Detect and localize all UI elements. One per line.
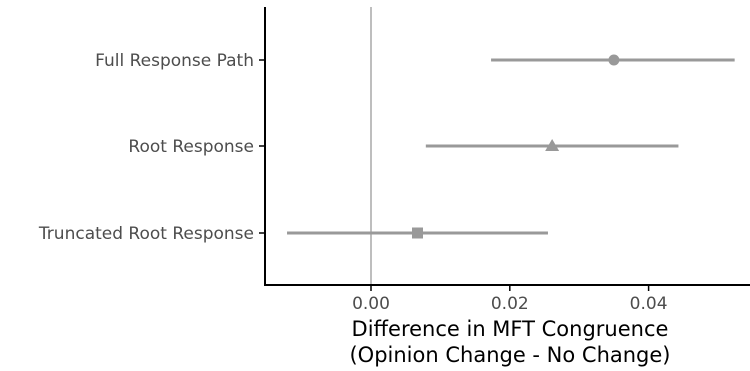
x-axis-title-line-1: Difference in MFT Congruence: [352, 317, 669, 341]
y-tick-label-root-response: Root Response: [128, 137, 254, 157]
y-tick-label-full-response-path: Full Response Path: [95, 51, 254, 71]
x-tick-label-0: 0.00: [352, 294, 390, 314]
x-tick-label-1: 0.02: [491, 294, 529, 314]
point-full-response-path: [608, 54, 620, 66]
x-tick-label-2: 0.04: [630, 294, 668, 314]
point-root-response: [545, 139, 560, 151]
point-truncated-root-response: [411, 227, 423, 239]
x-axis-title-line-2: (Opinion Change - No Change): [349, 343, 670, 367]
y-tick-label-truncated-root-response: Truncated Root Response: [38, 224, 254, 244]
